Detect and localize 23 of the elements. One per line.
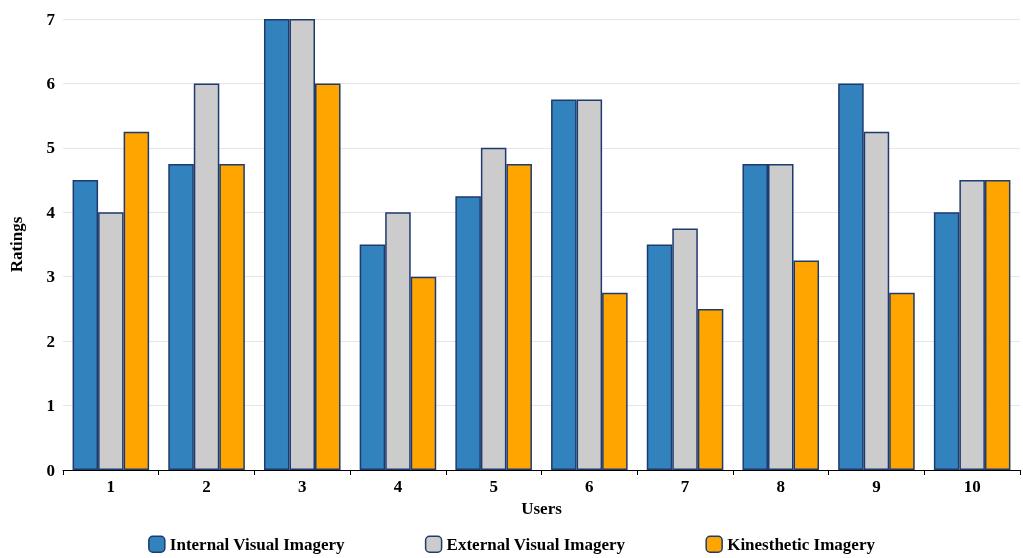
x-tick-label: 5 — [489, 477, 498, 496]
legend-label: External Visual Imagery — [446, 534, 626, 554]
legend-label: Kinesthetic Imagery — [727, 534, 876, 554]
y-tick-label: 6 — [46, 73, 55, 93]
legend-label: Internal Visual Imagery — [169, 534, 346, 554]
y-tick-label: 4 — [46, 202, 56, 222]
y-tick-label: 5 — [46, 138, 55, 158]
y-axis-title: Ratings — [7, 216, 26, 273]
x-tick-label: 10 — [963, 477, 981, 496]
y-tick-label: 3 — [46, 267, 55, 287]
y-tick-label: 1 — [46, 396, 55, 416]
x-tick-label: 9 — [872, 477, 881, 496]
x-tick-label: 1 — [106, 477, 116, 496]
y-tick-label: 0 — [46, 460, 55, 480]
y-tick-label: 7 — [46, 9, 56, 29]
x-tick-label: 7 — [680, 477, 690, 496]
x-axis-title: Users — [521, 498, 563, 518]
x-tick-label: 6 — [585, 477, 594, 496]
x-tick-label: 4 — [393, 477, 403, 496]
x-tick-label: 3 — [298, 477, 307, 496]
y-tick-label: 2 — [46, 331, 55, 351]
x-tick-label: 8 — [776, 477, 785, 496]
x-tick-label: 2 — [202, 477, 211, 496]
